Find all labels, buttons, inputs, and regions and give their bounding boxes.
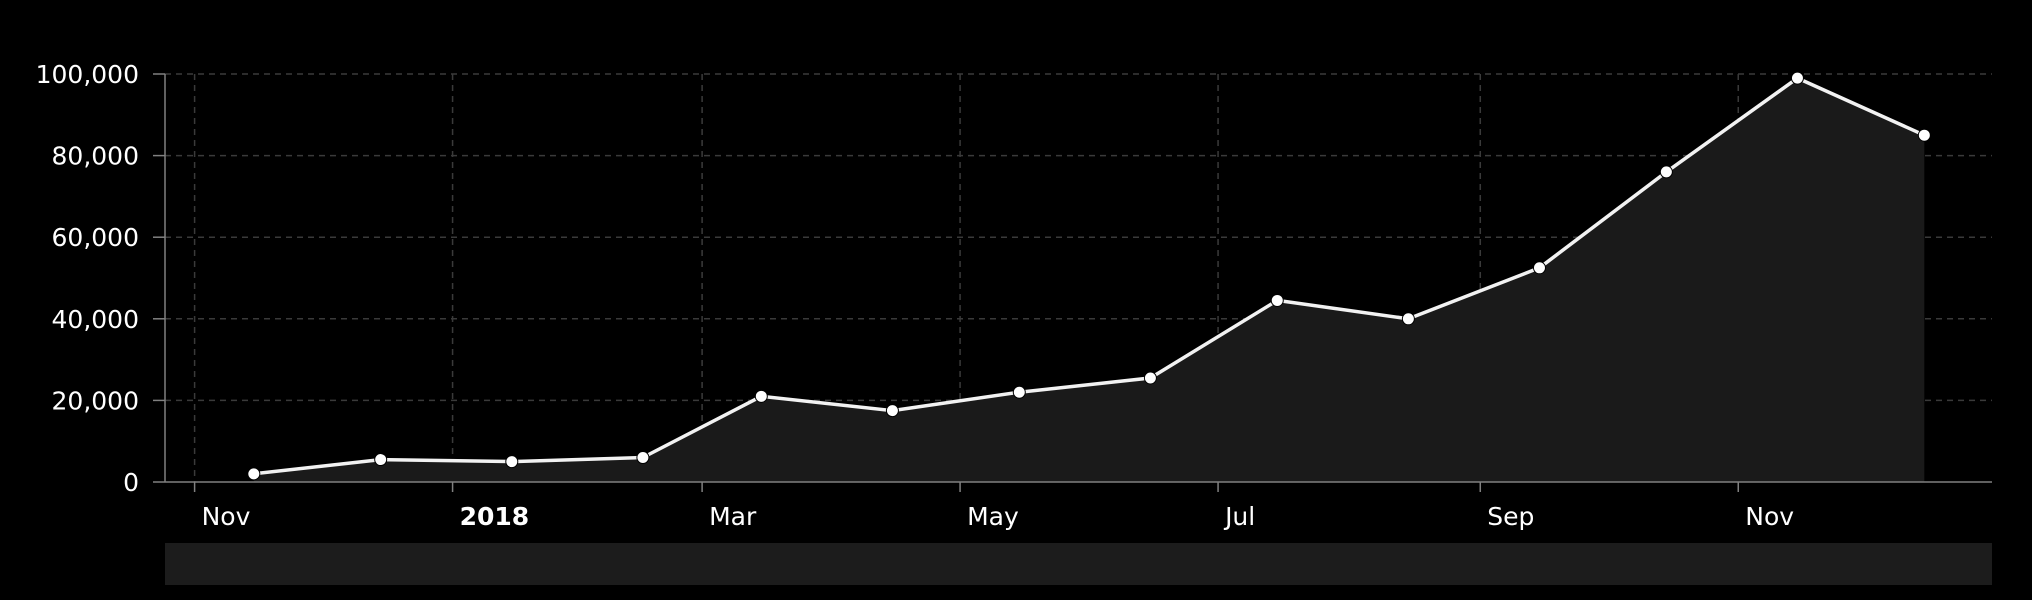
y-tick-label: 60,000 — [52, 223, 139, 252]
y-tick-label: 20,000 — [52, 386, 139, 415]
y-tick-label: 80,000 — [52, 142, 139, 171]
x-axis-ticks: Nov 2018 Mar May Jul Sep Nov — [202, 502, 1795, 531]
data-points — [247, 71, 1931, 481]
data-point[interactable] — [1917, 128, 1931, 142]
x-tick-label: Mar — [709, 502, 757, 531]
x-tick-label: May — [967, 502, 1019, 531]
data-point[interactable] — [1401, 312, 1415, 326]
data-point[interactable] — [1790, 71, 1804, 85]
axes — [153, 73, 1992, 492]
range-navigator[interactable] — [165, 543, 1992, 585]
series-line — [253, 76, 1926, 476]
y-tick-label: 100,000 — [36, 60, 139, 89]
y-tick-label: 0 — [123, 468, 139, 497]
data-point[interactable] — [374, 453, 388, 467]
x-tick-label: Sep — [1487, 502, 1534, 531]
x-tick-label: Nov — [1745, 502, 1794, 531]
data-point[interactable] — [247, 467, 261, 481]
y-tick-label: 40,000 — [52, 305, 139, 334]
x-tick-label: Nov — [202, 502, 251, 531]
data-point[interactable] — [505, 455, 519, 469]
data-point[interactable] — [1012, 385, 1026, 399]
data-point[interactable] — [636, 451, 650, 465]
series-line-path — [253, 76, 1926, 476]
data-point[interactable] — [1532, 261, 1546, 275]
x-tick-label: 2018 — [460, 502, 530, 531]
data-point[interactable] — [1143, 371, 1157, 385]
data-point[interactable] — [1270, 293, 1284, 307]
x-tick-label: Jul — [1223, 502, 1255, 531]
y-axis-ticks: 0 20,000 40,000 60,000 80,000 100,000 — [36, 60, 139, 497]
data-point[interactable] — [885, 404, 899, 418]
area-fill — [253, 78, 1925, 482]
series-area — [253, 78, 1925, 482]
data-point[interactable] — [754, 389, 768, 403]
data-point[interactable] — [1659, 165, 1673, 179]
